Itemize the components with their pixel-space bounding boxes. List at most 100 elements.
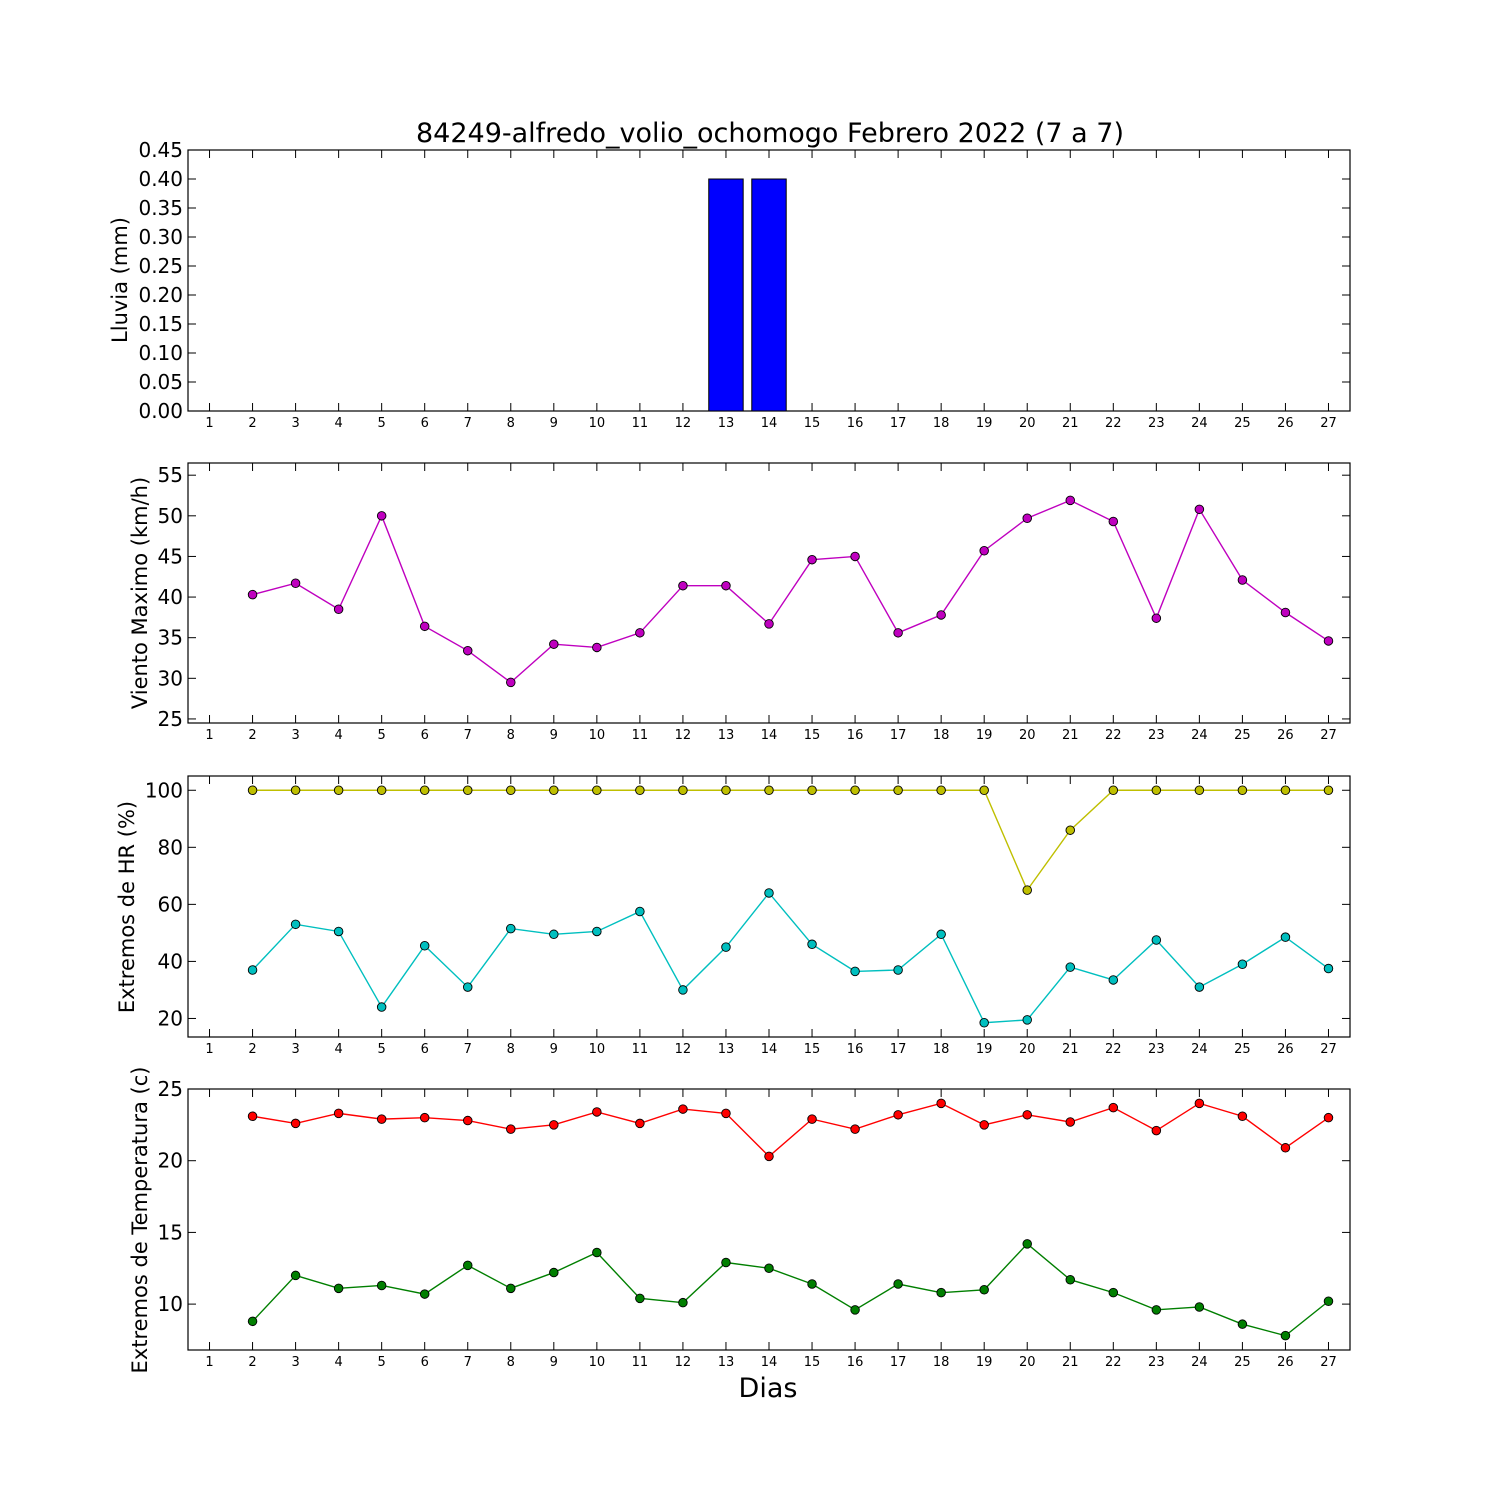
lluvia-bar bbox=[708, 178, 744, 412]
temperatura-xtick-label: 12 bbox=[675, 1355, 692, 1370]
temperatura-data-point bbox=[1151, 1305, 1162, 1315]
viento-xtick-label: 27 bbox=[1320, 728, 1337, 743]
temperatura-data-point bbox=[1022, 1239, 1032, 1249]
lluvia-xtick-label: 21 bbox=[1062, 416, 1079, 431]
viento-xtick-label: 17 bbox=[890, 728, 907, 743]
temperatura-xtick-label: 18 bbox=[933, 1355, 950, 1370]
temperatura-xtick-label: 6 bbox=[421, 1355, 429, 1370]
temperatura-data-point bbox=[1323, 1296, 1334, 1306]
lluvia-xtick-label: 2 bbox=[248, 416, 256, 431]
ylabel-temperatura: Extremos de Temperatura (c) bbox=[128, 1067, 152, 1374]
temperatura-data-point bbox=[635, 1118, 645, 1129]
humedad-xtick-label: 17 bbox=[890, 1042, 907, 1057]
temperatura-data-point bbox=[850, 1305, 860, 1315]
temperatura-data-point bbox=[549, 1267, 559, 1278]
humedad-xtick-label: 11 bbox=[632, 1042, 649, 1057]
temperatura-xtick-label: 27 bbox=[1320, 1355, 1337, 1370]
temperatura-xtick-label: 8 bbox=[507, 1355, 515, 1370]
temperatura-data-point bbox=[893, 1110, 903, 1120]
lluvia-ytick-label: 0.30 bbox=[138, 225, 183, 249]
humedad-data-point bbox=[290, 785, 301, 796]
temperatura-data-point bbox=[462, 1260, 473, 1271]
lluvia-ytick-label: 0.20 bbox=[138, 283, 183, 307]
viento-xtick-label: 12 bbox=[675, 728, 692, 743]
viento-ytick-label: 35 bbox=[158, 626, 183, 650]
temperatura-data-point bbox=[1151, 1125, 1162, 1136]
humedad-xtick-label: 6 bbox=[421, 1042, 429, 1057]
temperatura-data-point bbox=[1022, 1110, 1032, 1120]
humedad-ytick-label: 20 bbox=[158, 1006, 183, 1030]
humedad-xtick-label: 15 bbox=[804, 1042, 821, 1057]
lluvia-ytick-label: 0.25 bbox=[138, 254, 183, 278]
humedad-ytick-label: 60 bbox=[158, 892, 183, 916]
temperatura-data-point bbox=[1194, 1302, 1205, 1312]
viento-data-point bbox=[333, 604, 344, 615]
humedad-data-point bbox=[247, 785, 258, 796]
temperatura-xtick-label: 13 bbox=[718, 1355, 735, 1370]
temperatura-data-point bbox=[1323, 1112, 1334, 1123]
temperatura-data-point bbox=[1280, 1143, 1291, 1153]
lluvia-xtick-label: 24 bbox=[1191, 416, 1208, 431]
viento-data-point bbox=[1280, 607, 1291, 618]
viento-xtick-label: 1 bbox=[205, 728, 213, 743]
temperatura-data-point bbox=[592, 1107, 602, 1117]
temperatura-data-point bbox=[1065, 1274, 1076, 1285]
temperatura-xtick-label: 15 bbox=[804, 1355, 821, 1370]
humedad-data-point bbox=[1151, 935, 1162, 945]
temperatura-data-point bbox=[1280, 1330, 1291, 1341]
viento-ytick-label: 55 bbox=[158, 463, 183, 487]
humedad-xtick-label: 8 bbox=[507, 1042, 515, 1057]
temperatura-data-point bbox=[764, 1263, 774, 1274]
humedad-xtick-label: 9 bbox=[550, 1042, 558, 1057]
temperatura-xtick-label: 25 bbox=[1234, 1355, 1251, 1370]
temperatura-xtick-label: 24 bbox=[1191, 1355, 1208, 1370]
humedad-data-point bbox=[721, 785, 731, 796]
viento-ytick-label: 50 bbox=[158, 504, 183, 528]
temperatura-xtick-label: 17 bbox=[890, 1355, 907, 1370]
humedad-data-point bbox=[376, 1002, 387, 1012]
humedad-data-point bbox=[1237, 785, 1248, 796]
lluvia-xtick-label: 10 bbox=[589, 416, 606, 431]
humedad-xtick-label: 14 bbox=[761, 1042, 778, 1057]
temperatura-xtick-label: 11 bbox=[632, 1355, 649, 1370]
humedad-data-point bbox=[807, 939, 817, 950]
humedad-data-point bbox=[1237, 959, 1248, 970]
temperatura-xtick-label: 26 bbox=[1277, 1355, 1294, 1370]
temperatura-data-point bbox=[850, 1124, 860, 1134]
temperatura-data-point bbox=[506, 1124, 516, 1134]
viento-xtick-label: 13 bbox=[718, 728, 735, 743]
humedad-data-point bbox=[462, 785, 473, 796]
humedad-data-point bbox=[1065, 962, 1076, 972]
temperatura-xtick-label: 1 bbox=[205, 1355, 213, 1370]
viento-data-point bbox=[376, 511, 387, 521]
temperatura-data-point bbox=[936, 1098, 946, 1109]
viento-xtick-label: 26 bbox=[1277, 728, 1294, 743]
lluvia-xtick-label: 1 bbox=[205, 416, 213, 431]
humedad-data-point bbox=[376, 785, 387, 796]
humedad-data-point bbox=[506, 923, 516, 934]
humedad-data-point bbox=[549, 785, 559, 796]
temperatura-data-point bbox=[376, 1280, 387, 1291]
viento-ytick-label: 30 bbox=[158, 666, 183, 690]
lluvia-xtick-label: 25 bbox=[1234, 416, 1251, 431]
viento-data-point bbox=[678, 580, 688, 591]
humedad-data-point bbox=[1194, 982, 1205, 992]
viento-ytick-label: 45 bbox=[158, 544, 183, 568]
lluvia-xtick-label: 17 bbox=[890, 416, 907, 431]
lluvia-ytick-label: 0.35 bbox=[138, 196, 183, 220]
humedad-ytick-label: 80 bbox=[158, 835, 183, 859]
viento-xtick-label: 23 bbox=[1148, 728, 1165, 743]
lluvia-xtick-label: 13 bbox=[718, 416, 735, 431]
temperatura-data-point bbox=[419, 1112, 430, 1123]
viento-data-point bbox=[419, 621, 430, 632]
humedad-xtick-label: 13 bbox=[718, 1042, 735, 1057]
viento-data-point bbox=[764, 619, 774, 629]
humedad-data-point bbox=[979, 1017, 989, 1028]
temperatura-data-point bbox=[506, 1283, 516, 1294]
humedad-xtick-label: 26 bbox=[1277, 1042, 1294, 1057]
humedad-data-point bbox=[333, 785, 344, 796]
temperatura-data-point bbox=[592, 1247, 602, 1258]
viento-xtick-label: 10 bbox=[589, 728, 606, 743]
